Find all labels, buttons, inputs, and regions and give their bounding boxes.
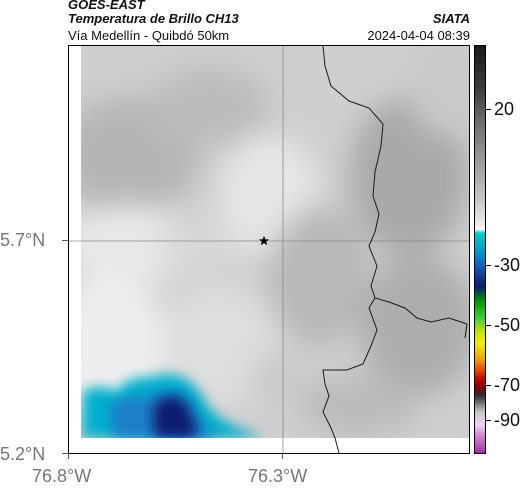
brand-label: SIATA bbox=[432, 11, 470, 26]
longitude-label: 76.3°W bbox=[248, 466, 308, 486]
satellite-name: GOES-EAST bbox=[68, 0, 145, 12]
colorbar-tick bbox=[486, 420, 491, 421]
colorbar-label-minus50: -50 bbox=[494, 315, 521, 335]
cold-cloud-patch bbox=[70, 353, 263, 438]
colorbar-tick bbox=[486, 385, 491, 386]
colorbar-label-minus70: -70 bbox=[494, 375, 521, 395]
longitude-tick bbox=[68, 454, 69, 459]
colorbar-tick bbox=[486, 325, 491, 326]
colorbar-label-20: 20 bbox=[494, 99, 515, 119]
colorbar-label-minus30: -30 bbox=[494, 255, 521, 275]
latitude-label: 5.7°N bbox=[0, 230, 46, 250]
colorbar-tick bbox=[486, 265, 491, 266]
colorbar-label-minus90: -90 bbox=[494, 410, 521, 430]
colorbar bbox=[474, 45, 486, 454]
longitude-label: 76.8°W bbox=[32, 466, 92, 486]
region-label: Vía Medellín - Quibdó 50km bbox=[68, 28, 230, 43]
latitude-label: 5.2°N bbox=[0, 444, 46, 464]
product-title: Temperatura de Brillo CH13 bbox=[68, 11, 239, 26]
colorbar-tick bbox=[486, 109, 491, 110]
longitude-tick bbox=[282, 454, 283, 459]
department-border-line bbox=[322, 46, 468, 453]
satellite-map[interactable] bbox=[68, 45, 470, 454]
star-icon[interactable] bbox=[259, 236, 269, 246]
latitude-tick bbox=[62, 453, 68, 454]
latitude-tick bbox=[62, 240, 68, 241]
timestamp: 2024-04-04 08:39 bbox=[367, 28, 470, 43]
